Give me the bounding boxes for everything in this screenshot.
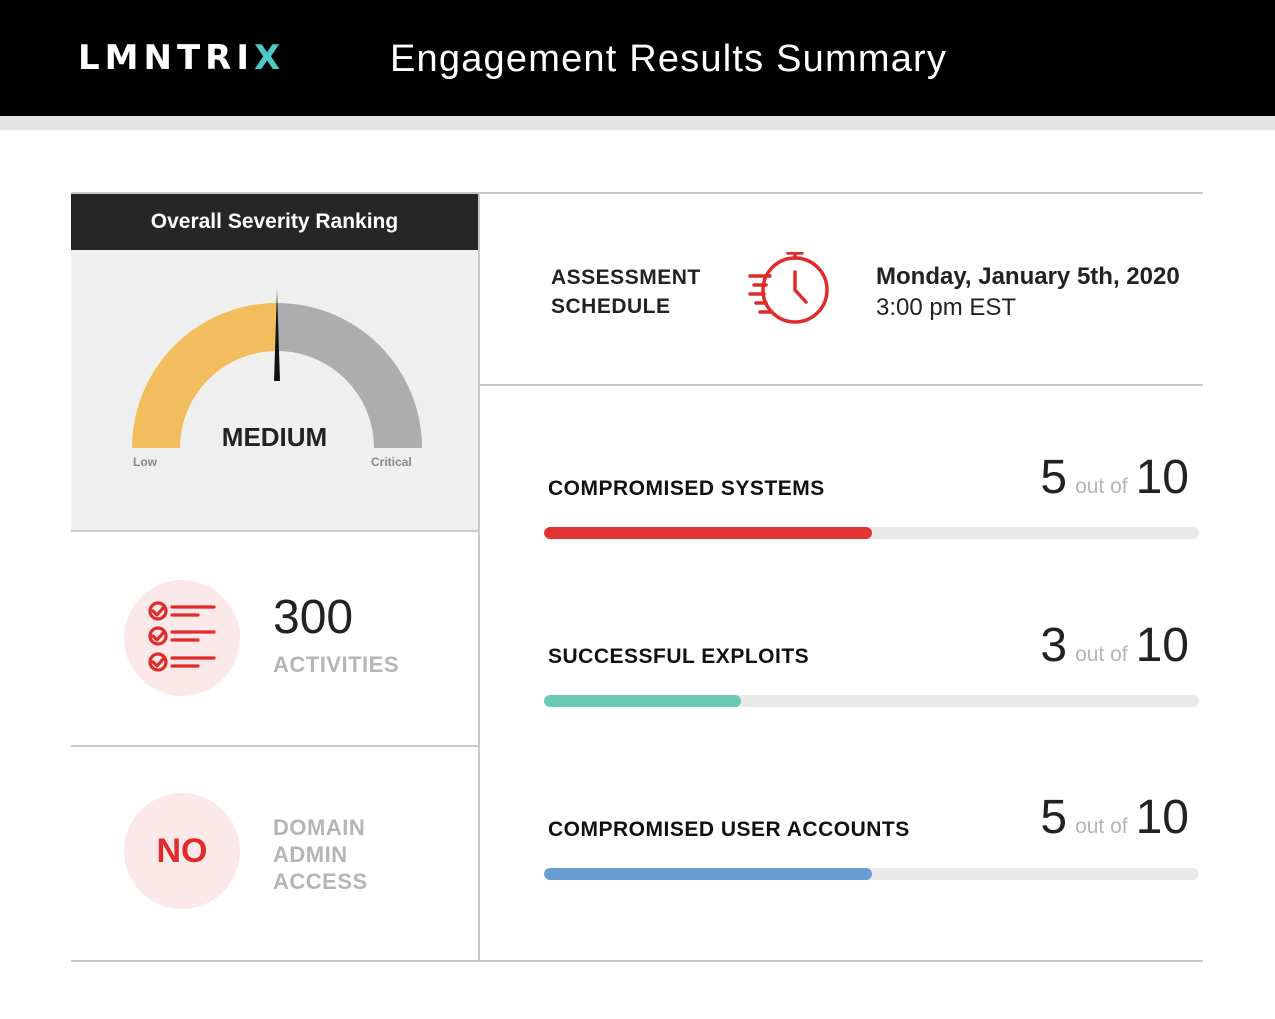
divider-vertical	[478, 192, 480, 962]
severity-heading: Overall Severity Ranking	[71, 194, 478, 250]
metric-label: COMPROMISED SYSTEMS	[548, 477, 825, 500]
severity-level: MEDIUM	[221, 422, 328, 452]
metric-progress-track	[544, 527, 1199, 539]
gauge-low-arc	[132, 303, 277, 448]
activities-count: 300	[273, 591, 354, 644]
metric-label: SUCCESSFUL EXPLOITS	[548, 645, 810, 668]
stopwatch-icon	[748, 252, 829, 324]
severity-panel: MEDIUM Low Critical	[71, 250, 478, 530]
lmntrix-logo: LMNTRIX	[78, 38, 286, 78]
page-title: Engagement Results Summary	[390, 38, 948, 80]
schedule-label: ASSESSMENT SCHEDULE	[551, 266, 701, 318]
header-bar: LMNTRIX Engagement Results Summary	[0, 0, 1275, 116]
gauge-needle	[274, 290, 280, 381]
domain-admin-answer: NO	[156, 832, 208, 870]
gauge-low-label: Low	[133, 455, 157, 469]
metric-progress-fill	[544, 695, 741, 707]
divider-bottom	[71, 960, 1203, 962]
divider-top	[71, 192, 1203, 194]
metric-score: 5 out of 10	[1040, 791, 1189, 844]
metric-label: COMPROMISED USER ACCOUNTS	[548, 818, 910, 841]
activities-circle	[124, 580, 240, 696]
divider-left-2	[71, 745, 478, 747]
severity-gauge	[132, 290, 422, 448]
domain-admin-circle: NO	[124, 793, 240, 909]
gauge-critical-label: Critical	[371, 455, 412, 469]
metric-score: 3 out of 10	[1040, 619, 1189, 672]
metric-progress-fill	[544, 527, 872, 539]
divider-right-1	[480, 384, 1203, 386]
divider-left-1	[71, 530, 478, 532]
header-shadow	[0, 116, 1275, 130]
gauge-high-arc	[277, 303, 422, 448]
schedule-date: Monday, January 5th, 2020	[876, 263, 1180, 290]
metric-progress-track	[544, 868, 1199, 880]
activities-label: ACTIVITIES	[273, 652, 400, 677]
schedule-time: 3:00 pm EST	[876, 294, 1017, 321]
metric-score: 5 out of 10	[1040, 451, 1189, 504]
metric-progress-fill	[544, 868, 872, 880]
checklist-icon	[148, 601, 216, 672]
metric-progress-track	[544, 695, 1199, 707]
domain-admin-label: DOMAIN ADMIN ACCESS	[273, 815, 368, 894]
